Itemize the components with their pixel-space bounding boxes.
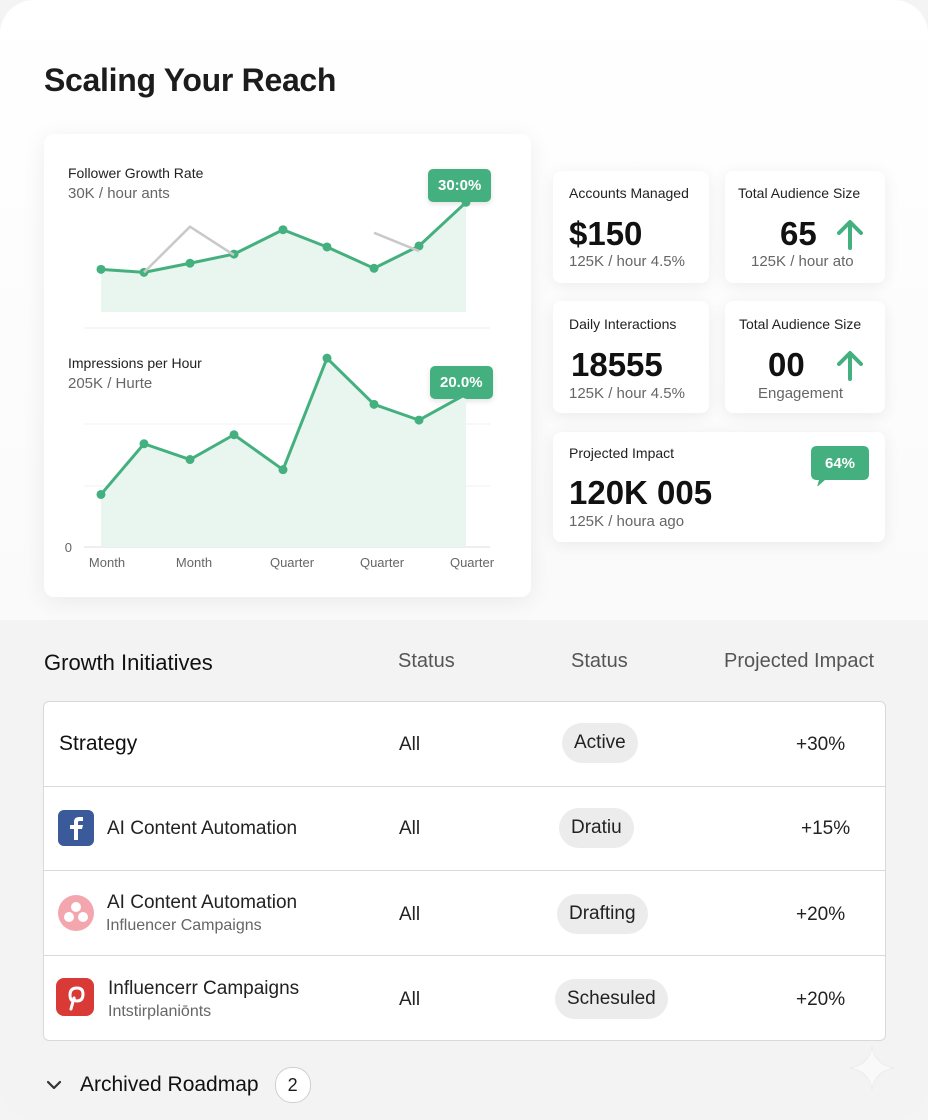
scope-cell: All xyxy=(399,734,421,755)
status-badge[interactable]: Schesuled xyxy=(555,979,668,1019)
secondary-series-line xyxy=(373,231,420,253)
column-header-status-2[interactable]: Status xyxy=(571,650,628,672)
follower-chart-subtitle: 30K / hour ants xyxy=(68,185,170,202)
stat-label: Accounts Managed xyxy=(569,185,689,201)
stat-value: 120K 005 xyxy=(569,474,713,511)
data-point xyxy=(278,225,288,235)
x-tick-label: Month xyxy=(89,555,125,570)
impressions-badge: 20.0% xyxy=(430,366,493,399)
data-point xyxy=(185,258,195,268)
stat-value: $150 xyxy=(569,215,643,252)
column-header-status[interactable]: Status xyxy=(398,650,455,672)
data-point xyxy=(369,399,379,409)
scope-cell: All xyxy=(399,818,421,839)
archived-roadmap-label: Archived Roadmap xyxy=(80,1073,259,1096)
data-point xyxy=(185,455,195,465)
impact-value: +20% xyxy=(796,989,846,1010)
impact-badge-label: 64% xyxy=(824,455,856,472)
impact-speech-badge: 64% xyxy=(811,446,869,486)
stat-subtext: 125K / hour 4.5% xyxy=(569,385,685,402)
stat-label: Total Audience Size xyxy=(739,316,862,332)
secondary-series-line xyxy=(143,225,235,274)
data-point xyxy=(139,439,149,449)
stat-label: Total Audience Size xyxy=(738,185,861,201)
stat-label: Projected Impact xyxy=(569,445,675,461)
stat-card-total-audience: Total Audience Size 65 125K / hour ato xyxy=(725,171,885,283)
initiative-name: AI Content Automation xyxy=(107,892,298,913)
data-point xyxy=(278,465,288,475)
table-row[interactable]: Strategy All Active +30% xyxy=(44,702,885,787)
asana-icon xyxy=(58,895,94,931)
impact-value: +15% xyxy=(801,818,851,839)
stat-card-total-audience-engagement: Total Audience Size 00 Engagement xyxy=(725,301,885,413)
follower-chart-title: Follower Growth Rate xyxy=(68,165,204,181)
data-point xyxy=(461,197,471,207)
data-point xyxy=(322,353,332,363)
table-row[interactable]: AI Content Automation Influencer Campaig… xyxy=(44,871,885,956)
stat-value: 18555 xyxy=(571,346,663,383)
archived-roadmap-toggle[interactable]: Archived Roadmap 2 xyxy=(44,1067,311,1103)
line-charts: 0 Month Month Quarter Quarter Quarter xyxy=(65,197,495,570)
sparkle-icon xyxy=(849,1045,895,1091)
status-badge[interactable]: Drafting xyxy=(557,894,648,934)
growth-initiatives-header: Growth Initiatives xyxy=(44,650,213,675)
data-point xyxy=(96,489,106,499)
stat-card-projected-impact: Projected Impact 120K 005 125K / houra a… xyxy=(553,432,885,542)
page-title: Scaling Your Reach xyxy=(44,62,337,98)
initiative-name: Influencerr Campaigns xyxy=(108,978,300,999)
data-point xyxy=(414,241,424,251)
follower-growth-badge: 30:0% xyxy=(428,169,492,202)
impressions-chart-subtitle: 205K / Hurte xyxy=(68,375,153,392)
y-zero-label: 0 xyxy=(65,540,72,555)
stat-subtext: 125K / houra ago xyxy=(569,513,685,530)
stat-subtext: Engagement xyxy=(758,385,844,402)
stat-subtext: 125K / hour 4.5% xyxy=(569,253,685,270)
data-point xyxy=(461,389,471,399)
x-tick-label: Quarter xyxy=(450,555,495,570)
archived-count-badge: 2 xyxy=(274,1067,311,1103)
series-area xyxy=(101,202,466,312)
facebook-icon xyxy=(58,810,94,846)
stat-value: 00 xyxy=(768,346,805,383)
x-tick-label: Quarter xyxy=(270,555,315,570)
initiatives-table: Strategy All Active +30% AI Content Auto… xyxy=(43,701,886,1041)
stat-value: 65 xyxy=(780,215,817,252)
initiative-sublabel: Intstirplaniōnts xyxy=(108,1003,212,1020)
table-row[interactable]: Influencerr Campaigns Intstirplaniōnts A… xyxy=(44,956,885,1040)
initiative-name: Strategy xyxy=(59,732,138,755)
initiative-name: AI Content Automation xyxy=(107,818,298,839)
x-tick-label: Month xyxy=(176,555,212,570)
initiative-sublabel: Influencer Campaigns xyxy=(106,917,262,934)
data-point xyxy=(96,264,106,274)
series-area xyxy=(101,358,466,547)
speech-bubble-icon xyxy=(811,446,869,486)
scope-cell: All xyxy=(399,904,421,925)
impact-value: +30% xyxy=(796,734,846,755)
table-row[interactable]: AI Content Automation All Dratiu +15% xyxy=(44,786,885,871)
x-tick-label: Quarter xyxy=(360,555,405,570)
scope-cell: All xyxy=(399,989,421,1010)
status-badge[interactable]: Dratiu xyxy=(559,808,634,848)
column-header-projected-impact[interactable]: Projected Impact xyxy=(724,650,875,672)
status-badge[interactable]: Active xyxy=(562,723,638,763)
arrow-up-icon xyxy=(837,351,863,381)
data-point xyxy=(369,263,379,273)
stat-card-accounts-managed: Accounts Managed $150 125K / hour 4.5% xyxy=(553,171,709,283)
arrow-up-icon xyxy=(837,220,863,250)
stat-label: Daily Interactions xyxy=(569,316,677,332)
pinterest-icon xyxy=(56,978,94,1016)
chevron-down-icon xyxy=(46,1080,62,1090)
data-point xyxy=(229,430,239,440)
impressions-chart-title: Impressions per Hour xyxy=(68,355,202,371)
growth-chart-card: Follower Growth Rate 30K / hour ants 30:… xyxy=(44,134,531,597)
data-point xyxy=(322,242,332,252)
data-point xyxy=(414,415,424,425)
impact-value: +20% xyxy=(796,904,846,925)
stat-subtext: 125K / hour ato xyxy=(751,253,854,270)
stat-card-daily-interactions: Daily Interactions 18555 125K / hour 4.5… xyxy=(553,301,709,413)
